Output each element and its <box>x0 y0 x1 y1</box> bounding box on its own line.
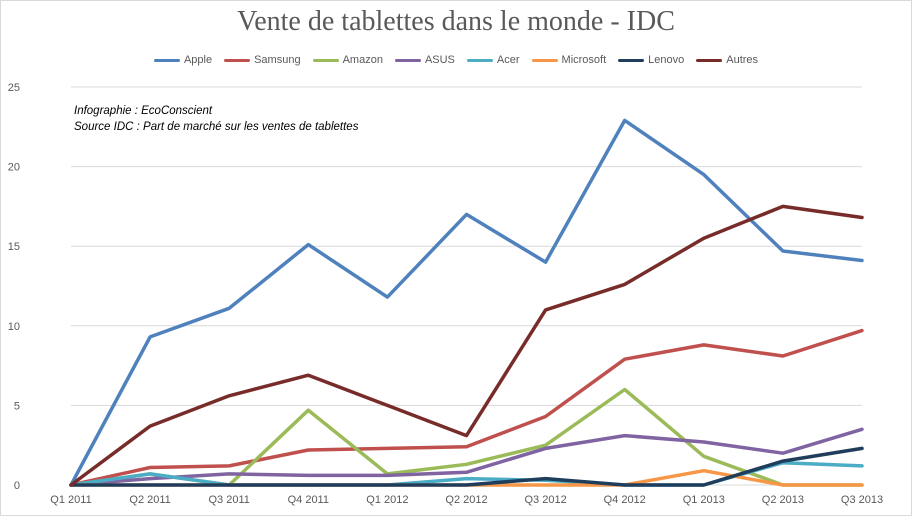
note-source: Source IDC : Part de marché sur les vent… <box>74 121 359 133</box>
legend-item-apple: Apple <box>153 54 213 66</box>
x-tick-label: Q1 2012 <box>366 494 408 506</box>
legend-swatch <box>224 58 251 62</box>
chart-notes: Infographie : EcoConscient Source IDC : … <box>74 103 358 135</box>
x-tick-label: Q4 2012 <box>604 494 646 506</box>
y-tick-label: 5 <box>14 400 20 412</box>
legend-item-acer: Acer <box>466 54 520 66</box>
y-tick-label: 20 <box>8 162 20 174</box>
legend-label: Lenovo <box>648 54 685 66</box>
x-tick-label: Q3 2013 <box>841 494 883 506</box>
y-tick-label: 25 <box>8 82 20 94</box>
legend-item-autres: Autres <box>696 54 758 66</box>
legend-item-samsung: Samsung <box>224 54 301 66</box>
x-tick-label: Q2 2013 <box>762 494 804 506</box>
legend-label: Autres <box>726 54 759 66</box>
legend-item-lenovo: Lenovo <box>618 54 684 66</box>
legend-label: Apple <box>183 54 213 66</box>
legend-label: Samsung <box>254 54 301 66</box>
x-tick-label: Q1 2011 <box>50 494 91 506</box>
y-tick-label: 0 <box>14 480 20 492</box>
legend-swatch <box>153 58 180 62</box>
series-line-samsung <box>69 328 864 487</box>
legend-swatch <box>696 58 723 62</box>
legend-item-amazon: Amazon <box>312 54 383 66</box>
legend-label: Acer <box>496 54 520 66</box>
x-tick-label: Q2 2011 <box>129 494 170 506</box>
legend-swatch <box>312 58 339 62</box>
legend-label: Amazon <box>342 54 383 66</box>
series-line-autres <box>69 204 864 487</box>
x-tick-label: Q1 2013 <box>683 494 725 506</box>
chart-title: Vente de tablettes dans le monde - IDC <box>237 6 675 37</box>
note-infographie: Infographie : EcoConscient <box>74 105 213 117</box>
legend-label: Microsoft <box>561 54 607 66</box>
legend-label: ASUS <box>424 54 455 66</box>
legend-swatch <box>394 58 421 62</box>
legend-item-microsoft: Microsoft <box>531 54 607 66</box>
series-line-apple <box>69 118 864 487</box>
series-line-asus <box>69 427 864 487</box>
legend-swatch <box>531 58 558 62</box>
legend-item-asus: ASUS <box>394 54 455 66</box>
x-tick-label: Q3 2011 <box>209 494 250 506</box>
x-tick-label: Q2 2012 <box>445 494 487 506</box>
x-tick-label: Q3 2012 <box>524 494 566 506</box>
legend-swatch <box>466 58 493 62</box>
x-tick-label: Q4 2011 <box>288 494 329 506</box>
legend-swatch <box>618 58 645 62</box>
y-tick-label: 10 <box>8 321 20 333</box>
series-line-lenovo <box>69 446 864 487</box>
legend: Apple Samsung Amazon ASUS Acer Microsoft Lenov… <box>0 54 912 66</box>
y-tick-label: 15 <box>8 241 20 253</box>
